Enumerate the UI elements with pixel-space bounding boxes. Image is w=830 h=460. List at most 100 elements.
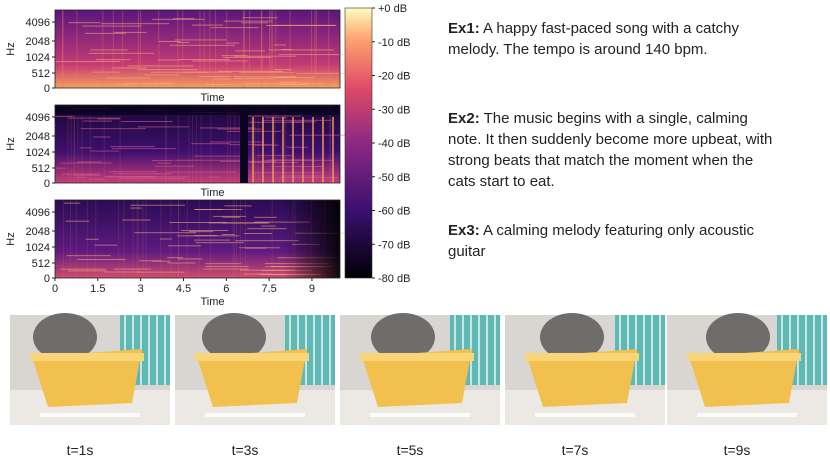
texture <box>191 24 223 26</box>
y-tick-label: 2048 <box>26 131 50 143</box>
texture <box>274 105 276 183</box>
video-frame: t=1s <box>10 313 170 458</box>
spectrogram-frame <box>54 104 341 184</box>
texture <box>165 105 167 183</box>
texture <box>144 74 180 76</box>
texture <box>220 160 277 162</box>
x-tick-label: 0 <box>52 283 58 295</box>
texture <box>157 162 171 164</box>
texture <box>82 25 142 27</box>
texture <box>85 32 126 34</box>
texture <box>242 17 278 19</box>
subtitle-band <box>205 413 305 417</box>
texture <box>329 105 331 183</box>
texture <box>226 10 228 88</box>
texture <box>81 105 83 183</box>
texture <box>112 67 147 69</box>
texture <box>208 176 220 178</box>
bowl <box>32 349 142 407</box>
texture <box>302 117 304 183</box>
example-label: Ex3: <box>448 222 480 239</box>
texture <box>243 83 296 85</box>
y-tick-label: 4096 <box>26 17 50 29</box>
texture <box>112 10 114 88</box>
texture <box>109 171 157 173</box>
texture <box>280 81 299 83</box>
y-tick-label: 512 <box>32 68 50 80</box>
y-axis-label: Hz <box>5 232 17 245</box>
texture <box>177 10 179 88</box>
bowl-rim <box>687 353 801 361</box>
example-text: A calming melody featuring only acoustic… <box>448 222 755 260</box>
texture <box>257 105 259 183</box>
y-tick-label: 0 <box>44 83 50 95</box>
bowl-rim <box>360 353 474 361</box>
texture <box>226 105 228 183</box>
texture <box>229 144 272 146</box>
colorbar-tick-label: -20 dB <box>378 71 410 83</box>
texture <box>90 49 128 51</box>
texture <box>154 165 195 167</box>
texture <box>88 52 155 54</box>
texture <box>182 10 184 88</box>
texture <box>200 105 202 183</box>
texture <box>283 105 285 183</box>
texture <box>330 105 332 183</box>
texture <box>268 159 313 161</box>
texture <box>188 105 190 183</box>
texture <box>239 71 295 73</box>
y-tick-label: 0 <box>44 273 50 285</box>
subtitle-band <box>697 413 797 417</box>
video-frame: t=9s <box>667 313 827 458</box>
texture <box>217 70 284 72</box>
texture <box>252 172 322 174</box>
texture <box>140 10 142 88</box>
texture <box>198 76 230 78</box>
texture <box>233 76 297 78</box>
texture <box>55 115 74 117</box>
video-frame: t=3s <box>175 313 335 458</box>
texture <box>254 144 279 146</box>
x-axis-label: Time <box>200 92 224 104</box>
bowl <box>689 349 799 407</box>
texture <box>226 42 240 44</box>
texture <box>328 10 330 88</box>
texture <box>73 105 75 183</box>
texture <box>292 117 294 183</box>
texture <box>206 83 231 85</box>
frame-caption: t=9s <box>724 442 751 458</box>
bowl-rim <box>30 353 144 361</box>
texture <box>234 105 236 183</box>
colorbar-tick-label: +0 dB <box>378 3 407 15</box>
texture <box>269 10 271 88</box>
spectrogram-frame <box>54 199 341 279</box>
y-tick-label: 0 <box>44 178 50 190</box>
cat <box>33 313 97 361</box>
x-tick-label: 3 <box>138 283 144 295</box>
texture <box>137 69 198 71</box>
texture <box>62 10 64 88</box>
texture <box>233 55 297 57</box>
texture <box>60 162 112 164</box>
colorbar-ticks: +0 dB -10 dB -20 dB -30 dB -40 dB -50 dB -60 d… <box>372 3 410 285</box>
x-tick-label: 6 <box>223 283 229 295</box>
texture <box>55 61 121 63</box>
texture <box>92 71 121 73</box>
cat <box>202 313 266 361</box>
example-label: Ex1: <box>448 20 480 37</box>
spectrogram-frame <box>54 9 341 89</box>
y-tick-label: 1024 <box>26 147 50 159</box>
colorbar-tick-label: -80 dB <box>378 273 410 285</box>
y-tick-label: 4096 <box>26 207 50 219</box>
texture <box>249 10 251 88</box>
texture <box>271 76 296 78</box>
texture <box>152 18 205 20</box>
texture <box>136 176 190 178</box>
cat <box>540 313 604 361</box>
texture <box>151 160 174 162</box>
texture <box>122 10 124 88</box>
texture <box>210 105 212 183</box>
texture <box>68 22 101 24</box>
example-text: The music begins with a single, calming … <box>448 110 773 190</box>
